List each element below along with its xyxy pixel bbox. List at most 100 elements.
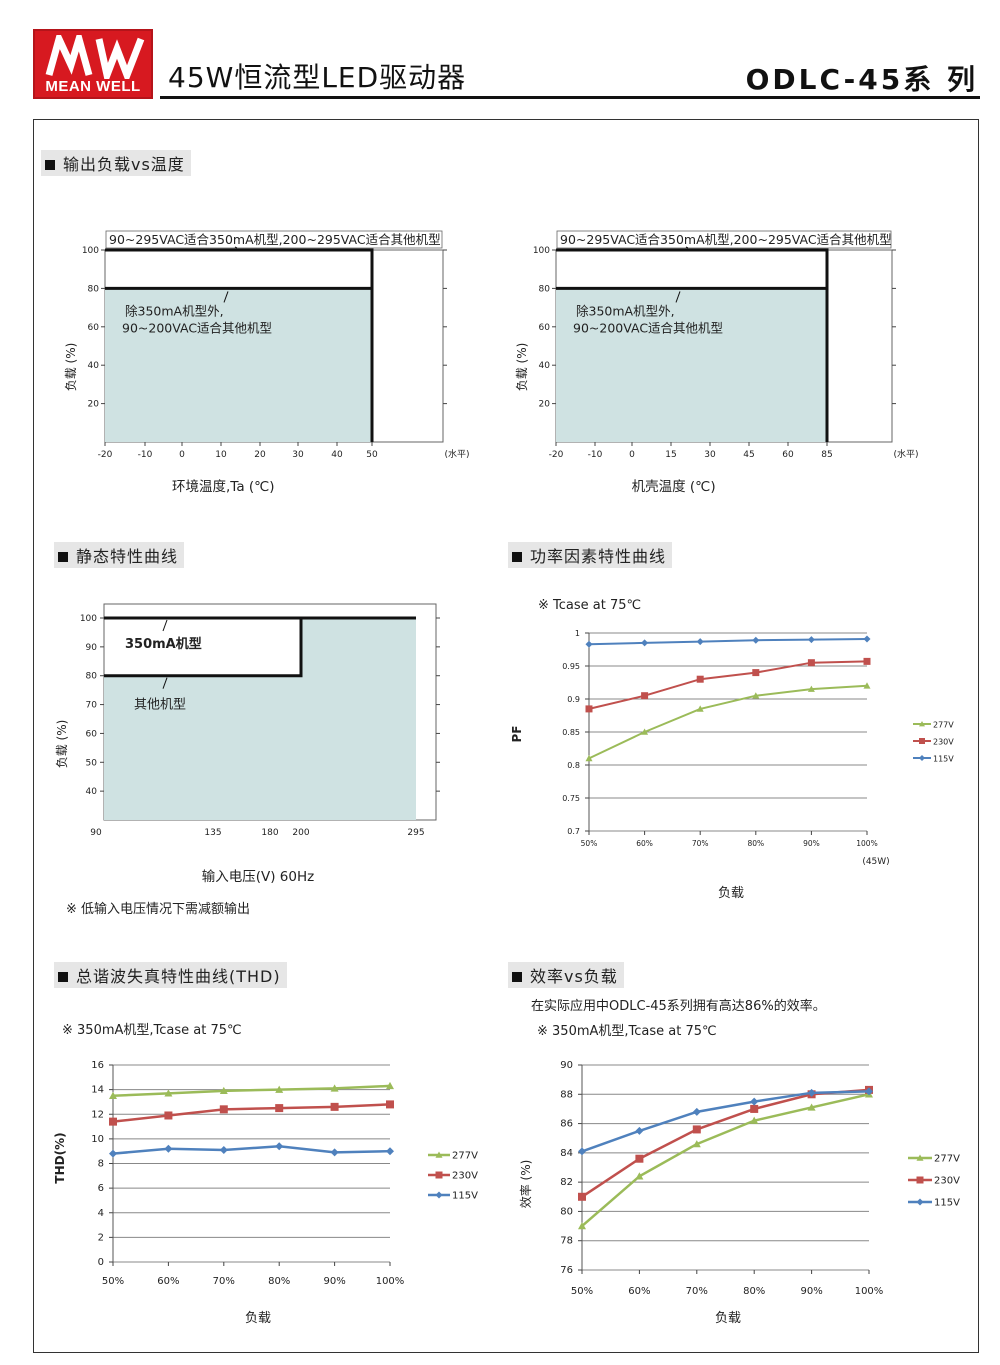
y-tick-label: 60 — [86, 729, 98, 739]
series-line-277v — [588, 684, 868, 760]
x-axis-label: 环境温度,Ta (℃) — [172, 479, 275, 495]
data-point-115v — [696, 638, 704, 646]
annotation-pointer — [234, 246, 238, 249]
y-tick-label: 12 — [91, 1109, 104, 1120]
y-tick-label: 90 — [86, 643, 98, 653]
data-point-115v — [863, 635, 871, 643]
annotation-text: 除350mA机型外, — [125, 303, 224, 318]
square-bullet-icon — [45, 160, 55, 170]
data-point-230v — [863, 657, 871, 665]
data-point-277v — [807, 1103, 816, 1111]
section-title-text: 总谐波失真特性曲线(THD) — [76, 967, 281, 986]
static-note: ※ 低输入电压情况下需减额输出 — [66, 902, 251, 917]
section-title-pf: 功率因素特性曲线 — [508, 542, 673, 568]
logo-text: MEAN WELL — [45, 78, 141, 95]
x-tick-label: -10 — [588, 450, 603, 460]
legend-label-277v: 277V — [452, 1151, 478, 1162]
y-axis-label: 效率 (%) — [518, 1160, 533, 1209]
x-tick-label: -10 — [138, 450, 153, 460]
legend-label-230v: 230V — [933, 738, 954, 747]
series-line-230v — [588, 660, 868, 710]
data-point-115v — [164, 1144, 173, 1153]
data-point-277v — [750, 1116, 759, 1124]
series-line-115v — [588, 637, 868, 646]
data-point-230v — [752, 669, 760, 677]
pf-condition-note: ※ Tcase at 75℃ — [538, 598, 642, 613]
series-line-115v — [112, 1145, 391, 1155]
x-axis-label: 负载 — [718, 886, 744, 901]
data-point-230v — [696, 675, 704, 683]
y-axis-label: 负载 (%) — [64, 343, 78, 392]
x-axis-label: 输入电压(V) 60Hz — [202, 869, 314, 885]
x-tick-label: 70% — [686, 1286, 708, 1297]
x-tick-label: 70% — [692, 839, 709, 848]
x-tick-label: 60% — [636, 839, 653, 848]
square-bullet-icon — [512, 552, 522, 562]
legend-label-277v: 277V — [934, 1154, 960, 1165]
y-tick-label: 2 — [98, 1232, 104, 1243]
annotation-pointer — [223, 291, 229, 303]
series-line-other — [104, 618, 303, 678]
data-point-230v — [750, 1104, 759, 1113]
y-tick-label: 0.9 — [567, 695, 580, 704]
y-tick-label: 20 — [539, 400, 551, 410]
x-tick-label: 295 — [407, 828, 424, 838]
section-title-derating: 输出负载vs温度 — [41, 150, 191, 176]
section-title-text: 输出负载vs温度 — [63, 155, 185, 174]
annotation-box — [105, 230, 443, 249]
y-axis-label: THD(%) — [53, 1132, 67, 1183]
y-tick-label: 60 — [539, 323, 551, 333]
x-axis-label: 负载 — [715, 1311, 741, 1326]
legend-marker — [435, 1171, 443, 1179]
series-line-100 — [556, 248, 829, 442]
legend-label-115v: 115V — [933, 755, 954, 764]
y-tick-label: 0.85 — [562, 728, 580, 737]
data-point-115v — [109, 1149, 117, 1158]
y-tick-label: 0.95 — [562, 662, 580, 671]
y-tick-label: 90 — [560, 1060, 573, 1071]
section-title-static: 静态特性曲线 — [54, 542, 185, 568]
y-tick-label: 70 — [86, 701, 98, 711]
annotation-text: 除350mA机型外, — [576, 303, 675, 318]
derating-area — [556, 288, 827, 442]
data-point-230v — [641, 692, 649, 700]
y-axis-label: 负载 (%) — [515, 343, 529, 392]
data-point-230v — [164, 1111, 173, 1120]
legend-marker — [919, 738, 925, 744]
x-tick-label: 100% — [855, 1286, 884, 1297]
y-tick-label: 60 — [88, 323, 100, 333]
data-point-115v — [641, 639, 649, 647]
series-line-277v — [581, 1093, 870, 1228]
data-point-277v — [578, 1222, 586, 1230]
y-axis-label: 负载 (%) — [55, 720, 69, 769]
y-tick-label: 0 — [98, 1257, 104, 1268]
x-tick-label: 45 — [743, 450, 754, 460]
content-frame — [33, 119, 979, 1353]
y-tick-label: 80 — [560, 1206, 573, 1217]
x-tick-label: 50 — [366, 450, 378, 460]
square-bullet-icon — [58, 972, 68, 982]
x-tick-label: -20 — [98, 450, 113, 460]
x-tick-label: -20 — [549, 450, 564, 460]
data-point-277v — [386, 1081, 394, 1090]
annotation-pointer — [162, 619, 168, 632]
data-point-277v — [752, 692, 760, 699]
x-tick-label: 50% — [581, 839, 598, 848]
y-tick-label: 84 — [560, 1148, 573, 1159]
mw-logo-mark-icon — [45, 35, 145, 79]
x-unit-label: (45W) — [862, 857, 889, 867]
data-point-115v — [692, 1107, 701, 1116]
data-point-277v — [585, 754, 593, 762]
thd-condition-note: ※ 350mA机型,Tcase at 75℃ — [62, 1023, 242, 1038]
annotation-text: 90~295VAC适合350mA机型,200~295VAC适合其他机型 — [109, 232, 441, 247]
y-tick-label: 0.75 — [562, 794, 580, 803]
x-tick-label: 30 — [292, 450, 304, 460]
data-point-277v — [692, 1140, 701, 1148]
x-tick-label: 50% — [102, 1276, 124, 1287]
header-divider — [160, 96, 980, 99]
static-area — [104, 618, 416, 820]
y-tick-label: 78 — [560, 1236, 573, 1247]
legend-marker — [435, 1191, 443, 1199]
annotation-pointer — [675, 291, 681, 303]
